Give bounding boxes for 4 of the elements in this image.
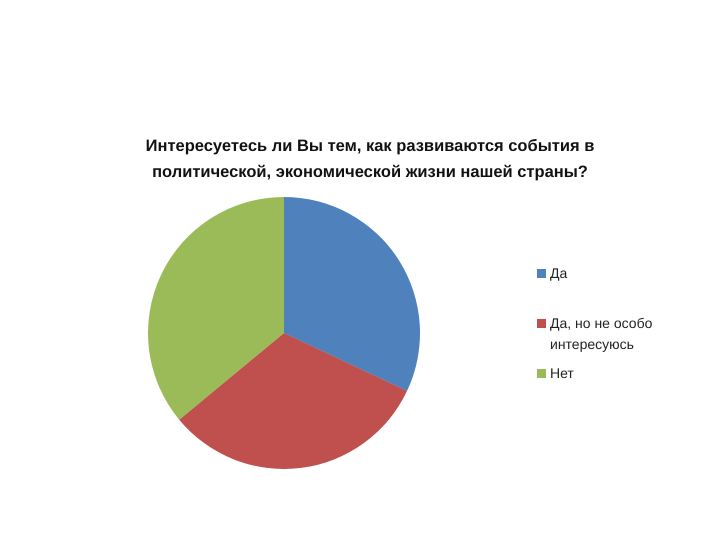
legend-label: Да [550,264,568,283]
legend-label: Нет [550,364,575,383]
chart-title: Интересуетесь ли Вы тем, как развиваются события в политической, экономической жизни нашей страны? [144,136,596,183]
legend-label: Да, но не особо интересуюсь [550,314,654,354]
